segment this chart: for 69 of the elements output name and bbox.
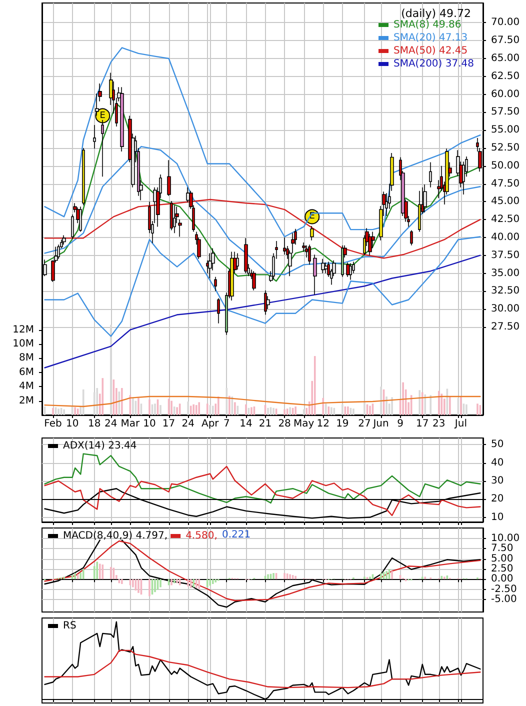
x-tick-label: 24 [182, 418, 194, 430]
x-tick-label: 10 [66, 418, 79, 430]
x-tick-label: 10 [143, 418, 156, 430]
y-tick-label: 35.00 [491, 268, 520, 279]
y-tick-label: 55.00 [491, 124, 520, 136]
y-tick-label: 70.00 [491, 17, 520, 28]
y-tick-label: -2.50 [491, 584, 517, 595]
x-tick-label: 17 [162, 418, 176, 430]
x-tick-label: 24 [104, 418, 118, 430]
y-tick-label: 2.50 [491, 563, 514, 574]
x-tick-label: 12 [316, 418, 330, 430]
y-tick-label: 30 [491, 476, 504, 486]
legend-label: SMA(50) 42.45 [393, 46, 468, 56]
x-tick-label: 19 [336, 418, 349, 430]
y-tick-label: 37.50 [491, 250, 520, 261]
x-tick-label: 7 [223, 418, 230, 430]
y-tick-label: 32.50 [491, 286, 520, 297]
y-tick-label: 40 [491, 457, 504, 468]
x-tick-label: 21 [258, 418, 272, 430]
x-tick-label: Feb [44, 418, 62, 430]
x-tick-label: Jul [454, 418, 467, 430]
x-tick-label: 17 [416, 418, 429, 430]
y2-tick-label: 6M [19, 366, 34, 378]
x-tick-label: 9 [397, 418, 404, 430]
x-tick-label: 14 [240, 418, 252, 430]
y-tick-label: 65.00 [491, 52, 520, 64]
annotation: 0.221 [222, 530, 251, 540]
legend-label: ADX(14) 23.44 [63, 440, 137, 452]
y2-tick-label: 4M [19, 381, 34, 392]
y2-tick-label: 10M [12, 338, 34, 350]
x-tick-label: Apr [201, 418, 220, 430]
x-tick-label: Mar [120, 418, 141, 430]
y-tick-label: 10.00 [491, 533, 520, 544]
y-tick-label: 42.50 [491, 214, 520, 226]
y-tick-label: 30.00 [491, 304, 520, 315]
legend-label: SMA(200) 37.48 [393, 58, 474, 70]
x-tick-label: May [294, 418, 314, 430]
y-tick-label: 50 [491, 439, 504, 450]
y-tick-label: 20 [491, 494, 504, 505]
y-tick-label: 0.00 [491, 574, 514, 585]
y2-tick-label: 8M [19, 352, 34, 364]
y-tick-label: 10 [491, 512, 504, 523]
y-tick-label: 47.50 [491, 178, 520, 190]
y-tick-label: 67.50 [491, 35, 520, 46]
chart-title: (daily) 49.72 [401, 7, 472, 20]
y-tick-label: 60.00 [491, 88, 520, 100]
x-tick-label: 18 [88, 418, 101, 430]
y-tick-label: 5.00 [491, 553, 514, 564]
annotation: E [100, 110, 106, 121]
x-tick-label: 23 [432, 418, 446, 430]
y-tick-label: 40.00 [491, 232, 520, 243]
y-tick-label: 57.50 [491, 106, 520, 118]
legend-label: SMA(20) 47.13 [393, 32, 468, 44]
legend-label: 4.580, [186, 530, 218, 542]
y-tick-label: 52.50 [491, 142, 520, 154]
y-tick-label: 45.00 [491, 196, 520, 208]
y2-tick-label: 2M [19, 395, 34, 406]
legend-label: RS [63, 620, 76, 632]
y-tick-label: -5.00 [491, 594, 517, 605]
y-tick-label: 7.50 [491, 543, 514, 554]
y-tick-label: 27.50 [491, 321, 520, 332]
y-tick-label: 50.00 [491, 160, 520, 172]
x-tick-label: Jun [372, 418, 389, 430]
x-tick-label: 27 [358, 418, 371, 430]
legend-label: SMA(8) 49.86 [393, 20, 462, 30]
y2-tick-label: 12M [12, 324, 34, 336]
y-tick-label: 62.50 [491, 70, 520, 82]
legend-label: MACD(8,40,9) 4.797, [63, 530, 168, 542]
x-tick-label: 28 [278, 418, 291, 430]
